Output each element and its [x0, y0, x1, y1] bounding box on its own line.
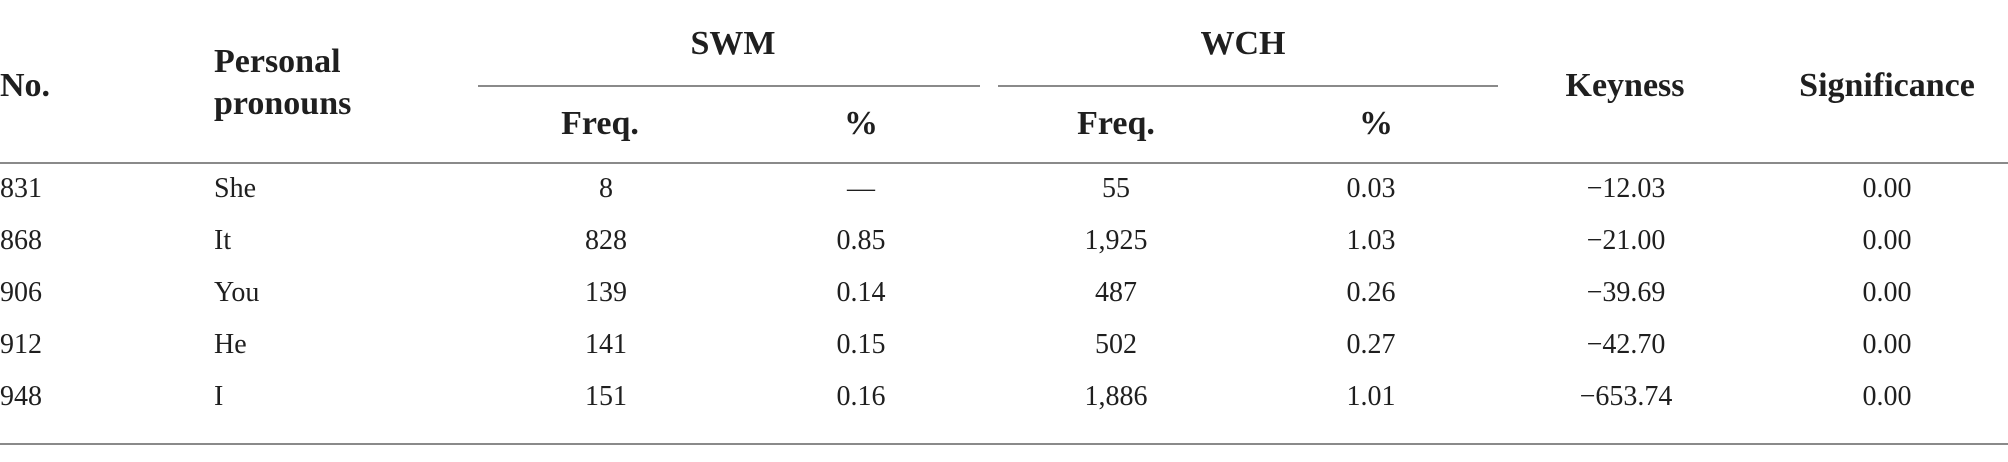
row-5-keyness: −653.74 — [1579, 381, 1673, 412]
row-2-swm-freq: 828 — [585, 225, 627, 256]
row-1-wch-pct: 0.03 — [1346, 173, 1396, 204]
row-3-pronoun: You — [214, 277, 260, 308]
header-swm-pct: % — [844, 105, 878, 142]
header-personal-pronouns-line2: pronouns — [214, 85, 352, 122]
header-swm-freq: Freq. — [561, 105, 639, 142]
row-1-keyness: −12.03 — [1586, 173, 1666, 204]
row-5-wch-freq: 1,886 — [1084, 381, 1148, 412]
header-no: No. — [0, 67, 51, 104]
wch-group-rule — [998, 85, 1498, 87]
row-4-swm-pct: 0.15 — [836, 329, 886, 360]
row-4-pronoun: He — [214, 329, 247, 360]
row-2-keyness: −21.00 — [1586, 225, 1666, 256]
row-2-wch-pct: 1.03 — [1346, 225, 1396, 256]
row-5-swm-pct: 0.16 — [836, 381, 886, 412]
row-4-significance: 0.00 — [1862, 329, 1912, 360]
row-1-swm-pct: — — [847, 173, 875, 204]
row-3-swm-freq: 139 — [585, 277, 627, 308]
row-2-pronoun: It — [214, 225, 232, 256]
header-wch-freq: Freq. — [1077, 105, 1155, 142]
row-3-no: 906 — [0, 277, 42, 308]
row-4-keyness: −42.70 — [1586, 329, 1666, 360]
row-3-significance: 0.00 — [1862, 277, 1912, 308]
row-1-wch-freq: 55 — [1102, 173, 1130, 204]
row-5-wch-pct: 1.01 — [1346, 381, 1396, 412]
row-1-pronoun: She — [214, 173, 256, 204]
header-wch: WCH — [1200, 25, 1286, 62]
row-3-swm-pct: 0.14 — [836, 277, 886, 308]
row-3-wch-freq: 487 — [1095, 277, 1137, 308]
table-bottom-rule — [0, 443, 2008, 445]
row-2-significance: 0.00 — [1862, 225, 1912, 256]
row-3-keyness: −39.69 — [1586, 277, 1666, 308]
row-5-pronoun: I — [214, 381, 224, 412]
row-5-significance: 0.00 — [1862, 381, 1912, 412]
header-swm: SWM — [690, 25, 776, 62]
header-keyness: Keyness — [1565, 67, 1685, 104]
swm-group-rule — [478, 85, 980, 87]
row-5-swm-freq: 151 — [585, 381, 627, 412]
row-1-significance: 0.00 — [1862, 173, 1912, 204]
header-wch-pct: % — [1359, 105, 1393, 142]
row-1-no: 831 — [0, 173, 42, 204]
row-1-swm-freq: 8 — [599, 173, 613, 204]
header-bottom-rule — [0, 162, 2008, 164]
row-4-wch-freq: 502 — [1095, 329, 1137, 360]
header-significance: Significance — [1799, 67, 1975, 104]
row-5-no: 948 — [0, 381, 42, 412]
row-4-swm-freq: 141 — [585, 329, 627, 360]
row-4-no: 912 — [0, 329, 42, 360]
row-4-wch-pct: 0.27 — [1346, 329, 1396, 360]
row-3-wch-pct: 0.26 — [1346, 277, 1396, 308]
row-2-wch-freq: 1,925 — [1084, 225, 1148, 256]
row-2-no: 868 — [0, 225, 42, 256]
row-2-swm-pct: 0.85 — [836, 225, 886, 256]
header-personal-pronouns-line1: Personal — [214, 43, 341, 80]
